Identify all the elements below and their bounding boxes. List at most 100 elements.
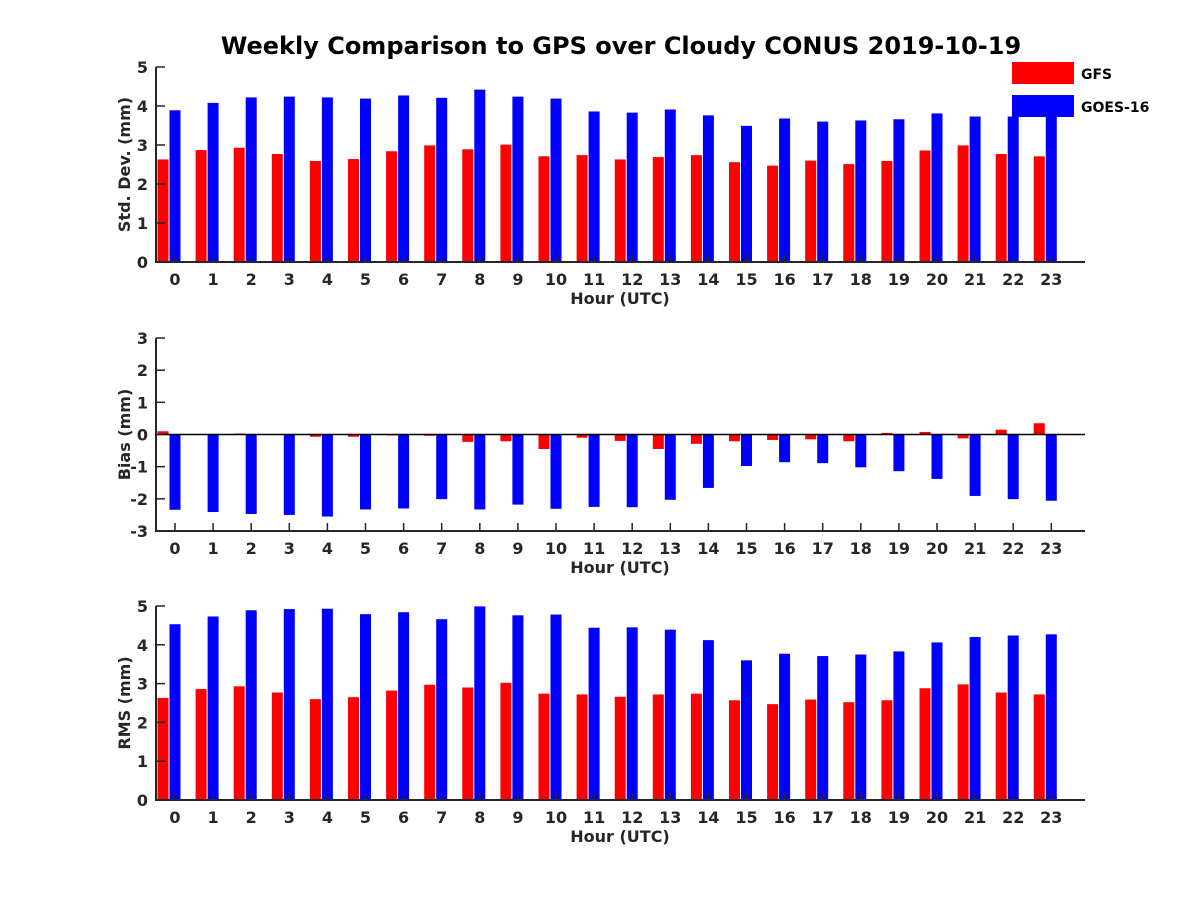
- rms-bar-goes16-11: [588, 627, 600, 800]
- rms-bar-goes16-3: [283, 609, 295, 800]
- std-dev-bar-gfs-7: [424, 145, 436, 262]
- std-dev-bar-goes16-17: [817, 121, 829, 262]
- rms-bar-goes16-6: [398, 612, 410, 800]
- rms-x-tick-label: 2: [246, 808, 257, 827]
- bias-x-tick-label: 19: [888, 539, 910, 558]
- bias-x-tick-label: 21: [964, 539, 986, 558]
- bias-bar-goes16-17: [817, 434, 829, 464]
- bias-x-tick-label: 22: [1002, 539, 1024, 558]
- std-dev-bar-gfs-13: [652, 157, 664, 262]
- rms-bar-gfs-15: [729, 700, 740, 800]
- rms-x-tick-label: 22: [1002, 808, 1024, 827]
- rms-x-tick-label: 11: [583, 808, 605, 827]
- std-dev-bar-goes16-6: [398, 95, 410, 262]
- bias-bar-goes16-14: [702, 434, 714, 488]
- std-dev-bar-gfs-2: [233, 147, 245, 262]
- rms-x-tick-label: 15: [735, 808, 757, 827]
- rms-bar-gfs-13: [652, 694, 664, 800]
- chart-title: Weekly Comparison to GPS over Cloudy CON…: [221, 32, 1021, 60]
- bias-x-tick-label: 20: [926, 539, 948, 558]
- std-dev-bar-gfs-6: [386, 151, 398, 262]
- rms-y-tick-label: 0: [137, 791, 148, 810]
- rms-bar-goes16-1: [207, 616, 219, 800]
- bias-bar-gfs-23: [1033, 423, 1045, 435]
- rms-bar-gfs-22: [995, 692, 1007, 800]
- bias-bar-gfs-10: [538, 434, 550, 449]
- rms-bar-goes16-15: [741, 660, 752, 800]
- rms-x-axis-label: Hour (UTC): [570, 827, 670, 846]
- legend-swatch-gfs: [1012, 62, 1074, 84]
- rms-bar-goes16-7: [436, 619, 448, 800]
- std-dev-bar-gfs-1: [195, 150, 207, 262]
- rms-x-tick-label: 21: [964, 808, 986, 827]
- rms-y-tick-label: 2: [137, 713, 148, 732]
- bias-y-tick-label: -3: [130, 522, 148, 541]
- std-dev-y-tick-label: 5: [137, 58, 148, 77]
- bias-bar-goes16-8: [474, 434, 486, 510]
- rms-x-tick-label: 14: [697, 808, 719, 827]
- bias-bar-goes16-12: [626, 434, 638, 508]
- std-dev-bar-gfs-5: [348, 159, 359, 262]
- std-dev-bar-goes16-2: [245, 97, 257, 262]
- bias-x-axis-label: Hour (UTC): [570, 558, 670, 577]
- std-dev-bar-gfs-23: [1033, 156, 1045, 262]
- bias-x-tick-label: 5: [360, 539, 371, 558]
- std-dev-x-tick-label: 7: [436, 270, 447, 289]
- rms-bar-gfs-18: [843, 702, 855, 800]
- bias-bar-goes16-3: [283, 434, 295, 515]
- rms-x-tick-label: 17: [812, 808, 834, 827]
- rms-bar-goes16-16: [779, 653, 791, 800]
- rms-x-tick-label: 16: [773, 808, 795, 827]
- std-dev-bar-gfs-9: [500, 144, 512, 262]
- rms-y-tick-label: 5: [137, 597, 148, 616]
- std-dev-bar-gfs-18: [843, 164, 855, 262]
- std-dev-x-tick-label: 1: [208, 270, 219, 289]
- bias-x-tick-label: 10: [545, 539, 567, 558]
- bias-bar-gfs-18: [843, 434, 855, 442]
- rms-x-tick-label: 7: [436, 808, 447, 827]
- std-dev-bar-goes16-8: [474, 89, 486, 263]
- bias-bar-goes16-18: [855, 434, 867, 468]
- bias-bar-gfs-4: [309, 434, 321, 437]
- bias-x-tick-label: 9: [512, 539, 523, 558]
- std-dev-bar-gfs-19: [881, 160, 893, 262]
- std-dev-bar-goes16-21: [969, 116, 981, 262]
- bias-y-tick-label: -1: [130, 458, 148, 477]
- bias-bar-gfs-16: [767, 434, 779, 440]
- rms-x-tick-label: 12: [621, 808, 643, 827]
- rms-bar-goes16-10: [550, 614, 562, 800]
- std-dev-x-tick-label: 0: [169, 270, 180, 289]
- rms-bar-gfs-10: [538, 693, 550, 800]
- rms-bar-goes16-18: [855, 654, 867, 800]
- bias-bar-gfs-12: [614, 434, 626, 441]
- std-dev-bar-gfs-21: [957, 145, 969, 262]
- std-dev-x-tick-label: 10: [545, 270, 567, 289]
- rms-y-tick-label: 1: [137, 752, 148, 771]
- rms-x-tick-label: 20: [926, 808, 948, 827]
- bias-bar-gfs-20: [919, 431, 931, 435]
- std-dev-bar-goes16-1: [207, 102, 219, 262]
- rms-y-tick-label: 3: [137, 675, 148, 694]
- bias-x-tick-label: 14: [697, 539, 719, 558]
- rms-bar-gfs-3: [271, 692, 283, 800]
- rms-bar-gfs-8: [462, 687, 474, 800]
- std-dev-x-tick-label: 4: [322, 270, 333, 289]
- bias-y-axis-label: Bias (mm): [115, 389, 134, 481]
- std-dev-y-tick-label: 3: [137, 136, 148, 155]
- legend-label-gfs: GFS: [1081, 67, 1112, 83]
- bias-bar-gfs-17: [805, 434, 817, 440]
- bias-bar-goes16-4: [321, 434, 333, 517]
- std-dev-bar-goes16-22: [1007, 116, 1019, 262]
- std-dev-x-tick-label: 17: [812, 270, 834, 289]
- bias-bar-gfs-14: [690, 434, 702, 444]
- bias-x-tick-label: 11: [583, 539, 605, 558]
- rms-bar-goes16-21: [969, 637, 981, 800]
- bias-y-tick-label: 2: [137, 361, 148, 380]
- bias-x-tick-label: 13: [659, 539, 681, 558]
- rms-x-tick-label: 8: [474, 808, 485, 827]
- std-dev-bar-goes16-19: [893, 119, 905, 262]
- std-dev-x-tick-label: 21: [964, 270, 986, 289]
- rms-bar-gfs-17: [805, 699, 817, 800]
- std-dev-bar-goes16-12: [626, 112, 638, 262]
